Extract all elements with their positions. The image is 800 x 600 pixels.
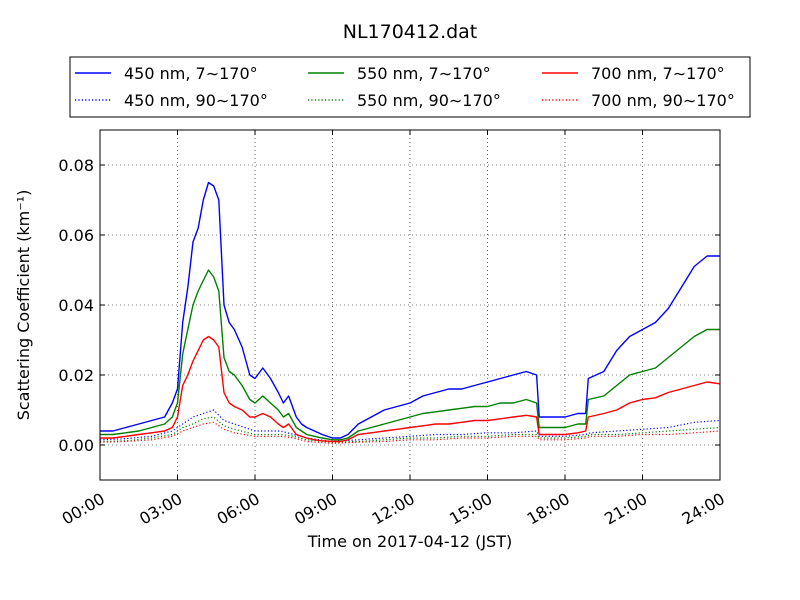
legend-items: 450 nm, 7∼170° 550 nm, 7∼170° 700 nm, 7∼17… (75, 64, 735, 110)
y-tick-label: 0.06 (58, 226, 94, 245)
legend-box (69, 56, 751, 118)
grid (100, 130, 720, 480)
y-tick-label: 0.04 (58, 296, 94, 315)
legend-label: 450 nm, 7∼170° (124, 64, 258, 83)
series-line-5 (100, 335, 720, 443)
chart-title: NL170412.dat (343, 21, 478, 43)
legend-label: 700 nm, 90∼170° (591, 91, 735, 110)
series-layer (100, 181, 720, 444)
legend: 450 nm, 7∼170° 550 nm, 7∼170° 700 nm, 7∼17… (69, 56, 751, 118)
series-line-1 (100, 181, 720, 439)
y-tick-label: 0.02 (58, 366, 94, 385)
legend-label: 700 nm, 7∼170° (591, 64, 725, 83)
series-line-2 (100, 409, 720, 443)
legend-label: 550 nm, 7∼170° (357, 64, 491, 83)
y-tick-label: 0.08 (58, 156, 94, 175)
x-axis-label: Time on 2017-04-12 (JST) (307, 532, 512, 551)
legend-label: 450 nm, 90∼170° (124, 91, 268, 110)
y-tick-label: 0.00 (58, 436, 94, 455)
series-line-3 (100, 269, 720, 441)
y-axis-label: Scattering Coefficient (km⁻¹) (14, 190, 33, 421)
legend-label: 550 nm, 90∼170° (357, 91, 501, 110)
